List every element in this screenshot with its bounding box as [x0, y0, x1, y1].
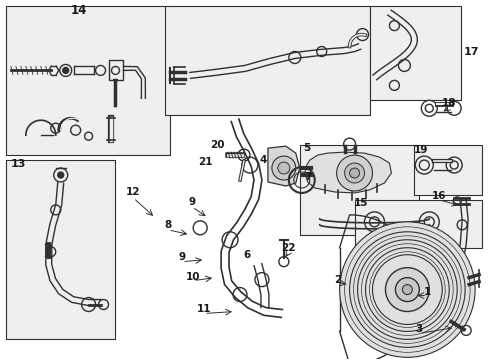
Bar — [354, 200, 481, 248]
Text: 5: 5 — [303, 143, 310, 153]
Text: 16: 16 — [431, 191, 446, 201]
Circle shape — [336, 155, 372, 191]
Text: 21: 21 — [198, 157, 212, 167]
Circle shape — [339, 222, 474, 357]
Text: 9: 9 — [188, 197, 195, 207]
Text: 19: 19 — [413, 145, 427, 155]
Text: 6: 6 — [243, 250, 250, 260]
Text: 14: 14 — [70, 4, 87, 17]
Text: 17: 17 — [463, 48, 478, 58]
Text: 20: 20 — [209, 140, 224, 150]
Text: 7: 7 — [304, 172, 311, 182]
Text: 8: 8 — [164, 220, 172, 230]
Text: 4: 4 — [259, 155, 266, 165]
Polygon shape — [304, 152, 390, 193]
Text: 18: 18 — [441, 98, 455, 108]
Circle shape — [58, 172, 63, 178]
Text: 22: 22 — [281, 243, 295, 253]
Text: 13: 13 — [11, 159, 26, 169]
Text: 2: 2 — [333, 275, 341, 285]
Circle shape — [344, 163, 364, 183]
Circle shape — [385, 268, 428, 311]
Text: 9: 9 — [178, 252, 185, 262]
Circle shape — [402, 285, 411, 294]
Text: 10: 10 — [185, 272, 200, 282]
Bar — [369, 6, 460, 100]
Text: 3: 3 — [415, 324, 422, 334]
Bar — [6, 160, 115, 339]
Circle shape — [395, 278, 419, 302]
Text: 12: 12 — [126, 187, 141, 197]
Circle shape — [277, 162, 289, 174]
Circle shape — [271, 156, 295, 180]
Circle shape — [62, 67, 68, 73]
Bar — [165, 6, 369, 115]
Text: 15: 15 — [354, 198, 368, 208]
Text: 1: 1 — [423, 287, 430, 297]
Bar — [299, 145, 419, 235]
Bar — [6, 6, 170, 155]
Text: 11: 11 — [197, 305, 211, 315]
Bar — [413, 145, 481, 195]
Polygon shape — [267, 146, 299, 186]
Circle shape — [349, 168, 359, 178]
